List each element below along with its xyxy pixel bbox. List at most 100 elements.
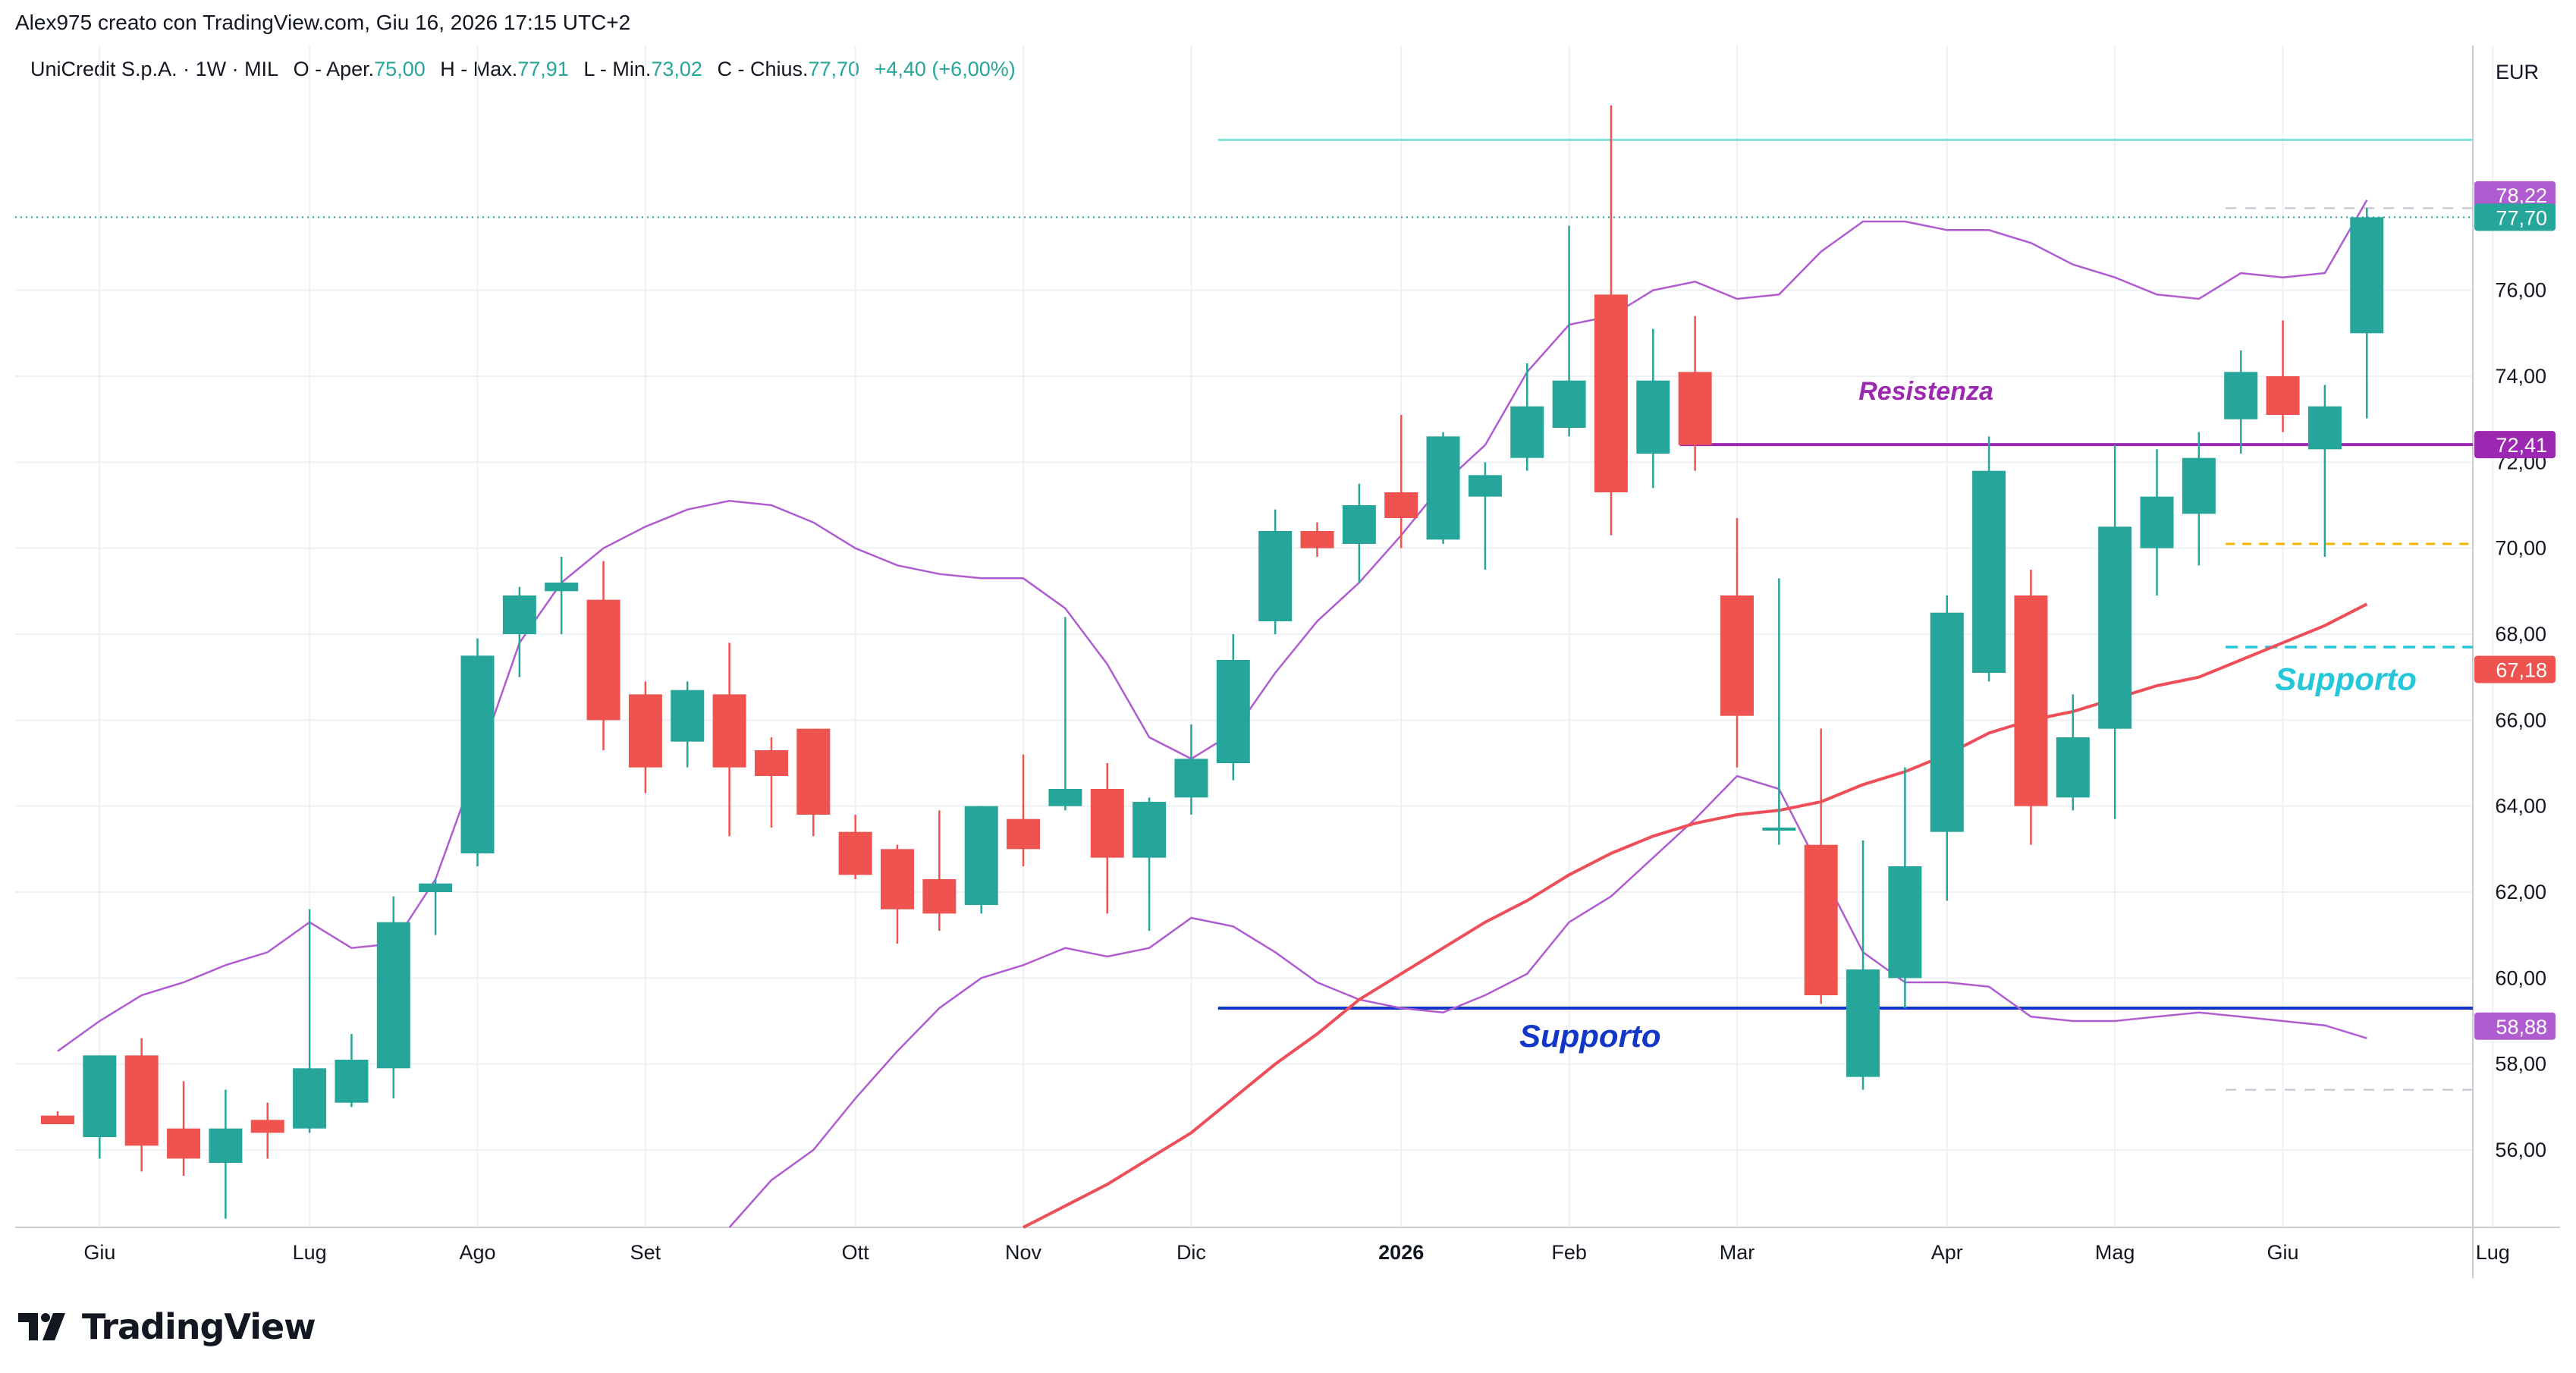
- candle-body[interactable]: [293, 1068, 327, 1129]
- tradingview-logo-icon: [18, 1313, 65, 1340]
- y-axis-tick-label: 64,00: [2495, 795, 2546, 818]
- candle-body[interactable]: [2140, 496, 2174, 548]
- price-tag: [2474, 181, 2556, 209]
- price-tag-label: 77,70: [2496, 206, 2547, 229]
- candle-body[interactable]: [881, 849, 914, 910]
- x-axis-tick-label: Mar: [1720, 1241, 1755, 1264]
- candle-body[interactable]: [167, 1128, 201, 1159]
- candle-body[interactable]: [1720, 595, 1754, 716]
- candle-body[interactable]: [2014, 595, 2048, 806]
- candle-body[interactable]: [250, 1120, 284, 1133]
- candle-body[interactable]: [1762, 828, 1796, 831]
- x-axis-tick-label: Giu: [83, 1241, 115, 1264]
- annotation-label[interactable]: Resistenza: [1858, 377, 1993, 406]
- candle-body[interactable]: [419, 883, 453, 892]
- bollinger-lower-line[interactable]: [728, 774, 2367, 1228]
- candle-body[interactable]: [754, 750, 788, 776]
- candle-body[interactable]: [209, 1128, 243, 1163]
- candle-body[interactable]: [838, 831, 872, 875]
- candle-body[interactable]: [1678, 372, 1712, 445]
- x-axis-tick-label: Lug: [2476, 1241, 2510, 1264]
- candle-body[interactable]: [1174, 759, 1208, 798]
- candle-body[interactable]: [1258, 531, 1293, 621]
- change-value: +4,40 (+6,00%): [874, 58, 1016, 80]
- candle-body[interactable]: [671, 690, 705, 742]
- candle-body[interactable]: [376, 922, 410, 1069]
- candle-body[interactable]: [460, 655, 495, 853]
- candle-body[interactable]: [1132, 802, 1167, 858]
- moving-average-line[interactable]: [1023, 602, 2368, 1229]
- close-label: C - Chius.: [717, 58, 809, 80]
- candle-body[interactable]: [1426, 436, 1460, 540]
- candle-body[interactable]: [964, 806, 998, 905]
- candle-body[interactable]: [628, 694, 662, 768]
- currency-label[interactable]: EUR: [2496, 61, 2540, 83]
- price-tag-label: 58,88: [2496, 1016, 2547, 1038]
- x-axis-tick-label: Nov: [1005, 1241, 1042, 1264]
- candle-body[interactable]: [335, 1060, 369, 1103]
- tradingview-logo-text: TradingView: [82, 1306, 316, 1347]
- candle-body[interactable]: [502, 595, 536, 634]
- x-axis-tick-label: Apr: [1931, 1241, 1963, 1264]
- candle-body[interactable]: [1972, 470, 2006, 673]
- x-axis-tick-label: 2026: [1378, 1241, 1424, 1264]
- candle-body[interactable]: [2266, 376, 2300, 415]
- candle-body[interactable]: [1342, 505, 1376, 544]
- candle-body[interactable]: [2098, 526, 2132, 729]
- candle-body[interactable]: [1090, 789, 1124, 858]
- price-tag-label: 78,22: [2496, 184, 2547, 207]
- x-axis-tick-label: Giu: [2267, 1241, 2299, 1264]
- y-axis-tick-label: 68,00: [2495, 623, 2546, 646]
- open-value: 75,00: [374, 58, 426, 80]
- y-axis-tick-label: 56,00: [2495, 1139, 2546, 1161]
- price-tag: [2474, 203, 2556, 231]
- candle-body[interactable]: [1468, 475, 1502, 497]
- candle-body[interactable]: [922, 879, 957, 914]
- price-tag-label: 72,41: [2496, 434, 2547, 457]
- candle-body[interactable]: [1510, 406, 1544, 458]
- candle-body[interactable]: [1384, 492, 1418, 518]
- y-axis-tick-label: 76,00: [2495, 279, 2546, 302]
- candle-body[interactable]: [1594, 294, 1628, 492]
- candle-body[interactable]: [545, 583, 579, 592]
- tradingview-logo[interactable]: TradingView: [18, 1306, 316, 1347]
- candle-body[interactable]: [2307, 406, 2342, 450]
- candle-body[interactable]: [796, 728, 831, 815]
- candle-body[interactable]: [1804, 844, 1838, 995]
- candle-body[interactable]: [712, 694, 746, 768]
- x-axis-tick-label: Ago: [459, 1241, 495, 1264]
- candle-body[interactable]: [1846, 969, 1880, 1077]
- candle-body[interactable]: [2056, 737, 2090, 798]
- candle-body[interactable]: [2182, 457, 2216, 514]
- chart-credit: Alex975 creato con TradingView.com, Giu …: [15, 11, 631, 34]
- annotation-label[interactable]: Supporto: [1519, 1018, 1661, 1054]
- candle-body[interactable]: [1007, 818, 1041, 850]
- y-axis-tick-label: 74,00: [2495, 365, 2546, 388]
- price-tag: [2474, 655, 2556, 683]
- high-label: H - Max.: [440, 58, 518, 80]
- x-axis-tick-label: Feb: [1551, 1241, 1587, 1264]
- candle-body[interactable]: [1300, 531, 1334, 548]
- candle-body[interactable]: [586, 599, 620, 721]
- candle-body[interactable]: [1888, 866, 1922, 979]
- annotation-label[interactable]: Supporto: [2275, 661, 2417, 697]
- candle-body[interactable]: [1216, 660, 1250, 763]
- candle-body[interactable]: [41, 1115, 74, 1124]
- candle-body[interactable]: [2350, 217, 2384, 334]
- candle-body[interactable]: [124, 1055, 159, 1146]
- price-tag: [2474, 1012, 2556, 1040]
- price-tag: [2474, 431, 2556, 459]
- candle-body[interactable]: [1930, 612, 1964, 832]
- candle-body[interactable]: [83, 1055, 117, 1137]
- x-axis-tick-label: Ott: [842, 1241, 870, 1264]
- y-axis-tick-label: 70,00: [2495, 537, 2546, 560]
- bollinger-upper-line[interactable]: [57, 200, 2368, 1052]
- candle-body[interactable]: [1048, 789, 1082, 806]
- candle-body[interactable]: [1552, 380, 1586, 428]
- symbol-label[interactable]: UniCredit S.p.A. · 1W · MIL: [30, 58, 279, 80]
- candle-body[interactable]: [2224, 372, 2258, 419]
- candle-body[interactable]: [1636, 380, 1670, 454]
- low-value: 73,02: [651, 58, 702, 80]
- high-value: 77,91: [517, 58, 569, 80]
